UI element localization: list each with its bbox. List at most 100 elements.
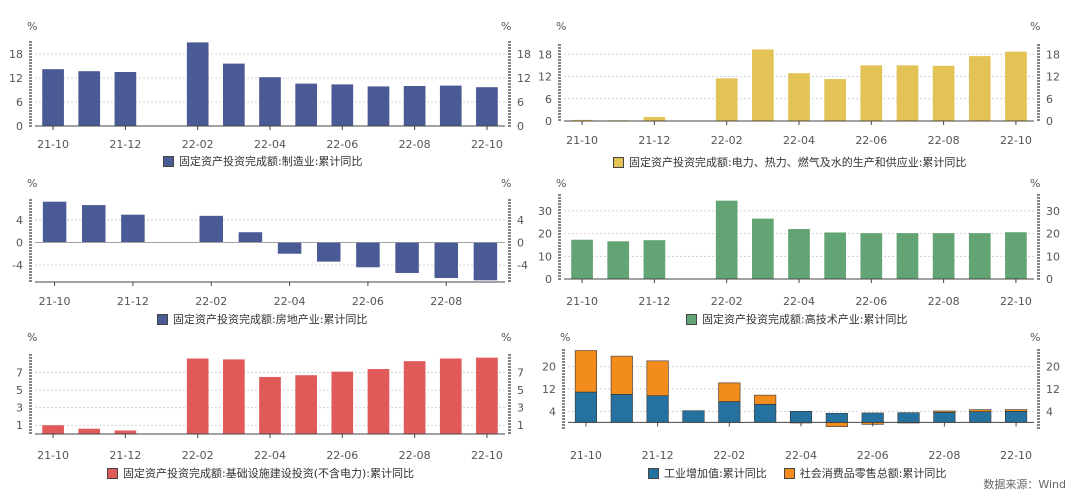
bar	[476, 357, 498, 434]
y-tick-label-left: 4	[16, 214, 23, 227]
bar	[715, 78, 738, 121]
y-tick-label-left: 6	[545, 93, 552, 106]
unit-label-left: %	[27, 331, 37, 344]
bar	[42, 69, 64, 126]
y-tick-label-left: 18	[9, 48, 23, 61]
bar	[574, 350, 597, 393]
legend: 固定资产投资完成额:基础设施建设投资(不含电力):累计同比	[107, 465, 426, 481]
bar	[295, 375, 317, 434]
unit-label-right: %	[501, 331, 511, 344]
legend-label: 固定资产投资完成额:高技术产业:累计同比	[702, 313, 908, 326]
bar	[754, 394, 777, 405]
x-tick-label: 22-10	[1000, 449, 1032, 462]
legend-label: 固定资产投资完成额:基础设施建设投资(不含电力):累计同比	[123, 467, 414, 480]
bar	[317, 242, 341, 262]
x-tick-label: 21-10	[37, 449, 69, 462]
x-tick-label: 22-02	[195, 295, 227, 308]
y-tick-label-left: 0	[16, 120, 23, 133]
legend-label: 固定资产投资完成额:房地产业:累计同比	[173, 313, 368, 326]
bar	[82, 205, 106, 243]
y-tick-label-right: 20	[1046, 361, 1060, 374]
x-tick-label: 21-12	[642, 449, 674, 462]
bar	[199, 215, 223, 243]
bar	[395, 242, 419, 273]
y-tick-label-right: 12	[1046, 383, 1060, 396]
y-tick-label-right: 0	[1046, 115, 1053, 128]
y-tick-label-left: 0	[16, 236, 23, 249]
y-tick-label-left: 6	[16, 96, 23, 109]
x-tick-label: 22-02	[182, 449, 214, 462]
x-tick-label: 22-04	[783, 295, 815, 308]
bar	[754, 404, 777, 423]
bar	[259, 77, 281, 126]
bar	[295, 83, 317, 126]
bar	[223, 359, 245, 434]
x-tick-label: 22-04	[783, 134, 815, 147]
bar	[238, 232, 263, 243]
y-tick-label-left: 5	[16, 384, 23, 397]
y-tick-label-right: 7	[517, 367, 524, 380]
x-tick-label: 22-06	[352, 295, 384, 308]
y-tick-label-right: 6	[517, 96, 524, 109]
legend: 固定资产投资完成额:高技术产业:累计同比	[686, 311, 919, 327]
bar	[331, 371, 354, 434]
y-tick-label-left: 0	[545, 115, 552, 128]
unit-label-left: %	[27, 177, 37, 190]
bar	[824, 232, 846, 279]
bar	[682, 410, 705, 423]
chart-real-estate: -4 -4 0 0 4 4%% 21-10 21-12 22-02 22-04 22-06 22-08…	[0, 165, 540, 330]
bar	[789, 410, 813, 423]
legend: 固定资产投资完成额:电力、热力、燃气及水的生产和供应业:累计同比	[613, 154, 978, 170]
bar	[367, 369, 390, 434]
chart-svg: 0 0 6 6 12 12 18 18% % 21-10 21-12 22-02 22-04 22-06 2…	[538, 20, 1060, 147]
x-tick-label: 22-10	[1000, 295, 1032, 308]
chart-svg: 0 0 10 10 20 20 30 30% % 21-10 21-12 22-02 22-04 22-0…	[538, 177, 1060, 308]
legend: 固定资产投资完成额:制造业:累计同比	[163, 153, 374, 169]
bar	[643, 116, 666, 121]
legend-swatch	[783, 467, 795, 479]
bar	[42, 201, 67, 243]
x-tick-label: 21-10	[566, 134, 598, 147]
unit-label-left: %	[556, 177, 566, 190]
x-tick-label: 21-12	[638, 295, 670, 308]
bar	[718, 401, 741, 423]
bar	[403, 86, 426, 126]
bar	[861, 412, 884, 423]
legend-swatch	[613, 156, 624, 168]
chart-svg: 1 1 3 3 5 5 7 7% % 21-10 21-12 22-02 22-04 22-06 22-08…	[16, 331, 524, 462]
y-tick-label-right: 12	[1046, 71, 1060, 84]
chart-industry-retail: 4 4 12 12 20 20%% 21-10 21-12 22-02 22-04 22-06 22-…	[540, 320, 1080, 490]
y-tick-label-right: 10	[1046, 250, 1060, 263]
legend-item: 固定资产投资完成额:基础设施建设投资(不含电力):累计同比	[107, 465, 414, 481]
x-tick-label: 22-06	[857, 449, 889, 462]
y-tick-label-right: 0	[517, 236, 524, 249]
bar	[860, 65, 883, 121]
bar	[752, 49, 774, 122]
y-tick-label-right: 3	[517, 402, 524, 415]
x-tick-label: 22-06	[855, 295, 887, 308]
bar	[968, 233, 991, 279]
unit-label-right: %	[1030, 20, 1040, 33]
bar	[1005, 232, 1027, 279]
y-tick-label-right: 30	[1046, 205, 1060, 218]
chart-svg: -4 -4 0 0 4 4% % 21-10 21-12 22-02 22-04 22-06 22-08	[12, 177, 528, 308]
bar	[718, 382, 741, 402]
bar	[933, 412, 956, 423]
x-tick-label: 21-10	[566, 295, 598, 308]
bar	[969, 411, 992, 423]
y-tick-label-right: 1	[517, 419, 524, 432]
bar	[114, 430, 137, 434]
bar	[933, 410, 956, 413]
chart-manufacturing: 0 0 6 6 12 12 18 18%% 21-10 21-12 22-02 22-04 22-06 2…	[0, 0, 540, 170]
bar	[356, 242, 380, 268]
x-tick-label: 22-02	[711, 295, 743, 308]
y-tick-label-right: 6	[1046, 93, 1053, 106]
y-tick-label-right: 12	[517, 72, 531, 85]
x-tick-label: 21-12	[109, 138, 141, 151]
bar	[968, 56, 991, 122]
bar	[643, 240, 666, 279]
legend-item: 固定资产投资完成额:房地产业:累计同比	[157, 311, 367, 327]
bar	[114, 72, 137, 126]
bar	[223, 63, 245, 126]
bar	[439, 358, 462, 434]
